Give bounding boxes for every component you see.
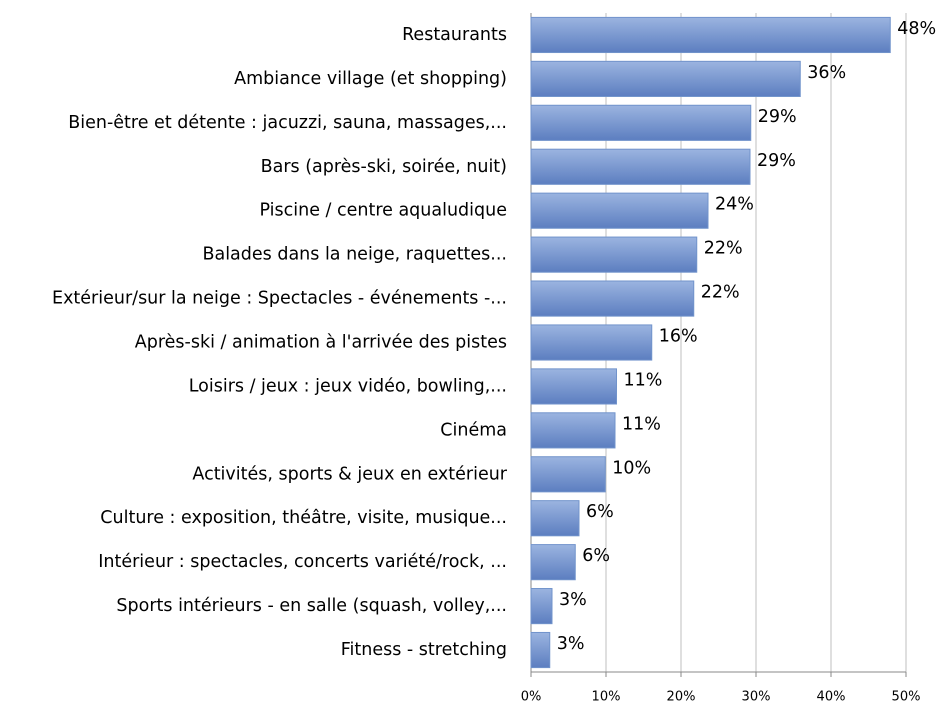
value-label: 29% bbox=[757, 151, 796, 171]
y-tick-label: Activités, sports & jeux en extérieur bbox=[192, 464, 507, 484]
y-tick-label: Culture : exposition, théâtre, visite, m… bbox=[100, 508, 507, 528]
bar bbox=[530, 60, 801, 97]
y-tick-label: Extérieur/sur la neige : Spectacles - év… bbox=[52, 289, 507, 309]
bar bbox=[530, 104, 752, 141]
y-tick-label: Restaurants bbox=[402, 25, 507, 45]
y-tick-label: Fitness - stretching bbox=[341, 640, 507, 660]
bar bbox=[530, 544, 576, 581]
y-tick-label: Cinéma bbox=[440, 420, 507, 440]
y-tick-label: Intérieur : spectacles, concerts variété… bbox=[98, 552, 507, 572]
y-tick-label: Bars (après-ski, soirée, nuit) bbox=[261, 157, 507, 177]
value-label: 22% bbox=[701, 283, 740, 303]
y-tick-label: Bien-être et détente : jacuzzi, sauna, m… bbox=[68, 113, 507, 133]
y-tick-label: Piscine / centre aqualudique bbox=[259, 201, 507, 221]
bar bbox=[530, 148, 751, 185]
bar bbox=[530, 588, 553, 625]
y-tick-label: Balades dans la neige, raquettes... bbox=[202, 245, 507, 265]
bar bbox=[530, 324, 653, 361]
bar bbox=[530, 368, 617, 405]
bar bbox=[530, 456, 606, 493]
value-label: 16% bbox=[659, 327, 698, 347]
value-label: 10% bbox=[612, 458, 651, 478]
value-label: 3% bbox=[559, 590, 587, 610]
value-label: 29% bbox=[758, 107, 797, 127]
value-label: 6% bbox=[586, 502, 614, 522]
bar bbox=[530, 412, 616, 449]
bar bbox=[530, 16, 891, 54]
x-tick-label: 10% bbox=[592, 690, 621, 705]
value-label: 24% bbox=[715, 195, 754, 215]
x-tick-label: 20% bbox=[667, 690, 696, 705]
y-tick-label: Sports intérieurs - en salle (squash, vo… bbox=[116, 596, 507, 616]
value-label: 48% bbox=[897, 19, 936, 39]
value-label: 6% bbox=[582, 546, 610, 566]
y-tick-label: Après-ski / animation à l'arrivée des pi… bbox=[135, 333, 507, 353]
x-tick-label: 40% bbox=[817, 690, 846, 705]
value-label: 11% bbox=[622, 414, 661, 434]
x-tick-label: 50% bbox=[892, 690, 921, 705]
bar bbox=[530, 631, 551, 669]
bar bbox=[530, 280, 695, 317]
y-tick-label: Ambiance village (et shopping) bbox=[234, 69, 507, 89]
x-tick-label: 0% bbox=[521, 690, 542, 705]
bar bbox=[530, 192, 709, 229]
value-label: 11% bbox=[624, 370, 663, 390]
value-label: 22% bbox=[704, 239, 743, 259]
y-tick-label: Loisirs / jeux : jeux vidéo, bowling,... bbox=[189, 376, 507, 396]
bar bbox=[530, 500, 580, 537]
x-tick-label: 30% bbox=[742, 690, 771, 705]
value-label: 3% bbox=[557, 634, 585, 654]
bar bbox=[530, 236, 698, 273]
value-label: 36% bbox=[807, 63, 846, 83]
